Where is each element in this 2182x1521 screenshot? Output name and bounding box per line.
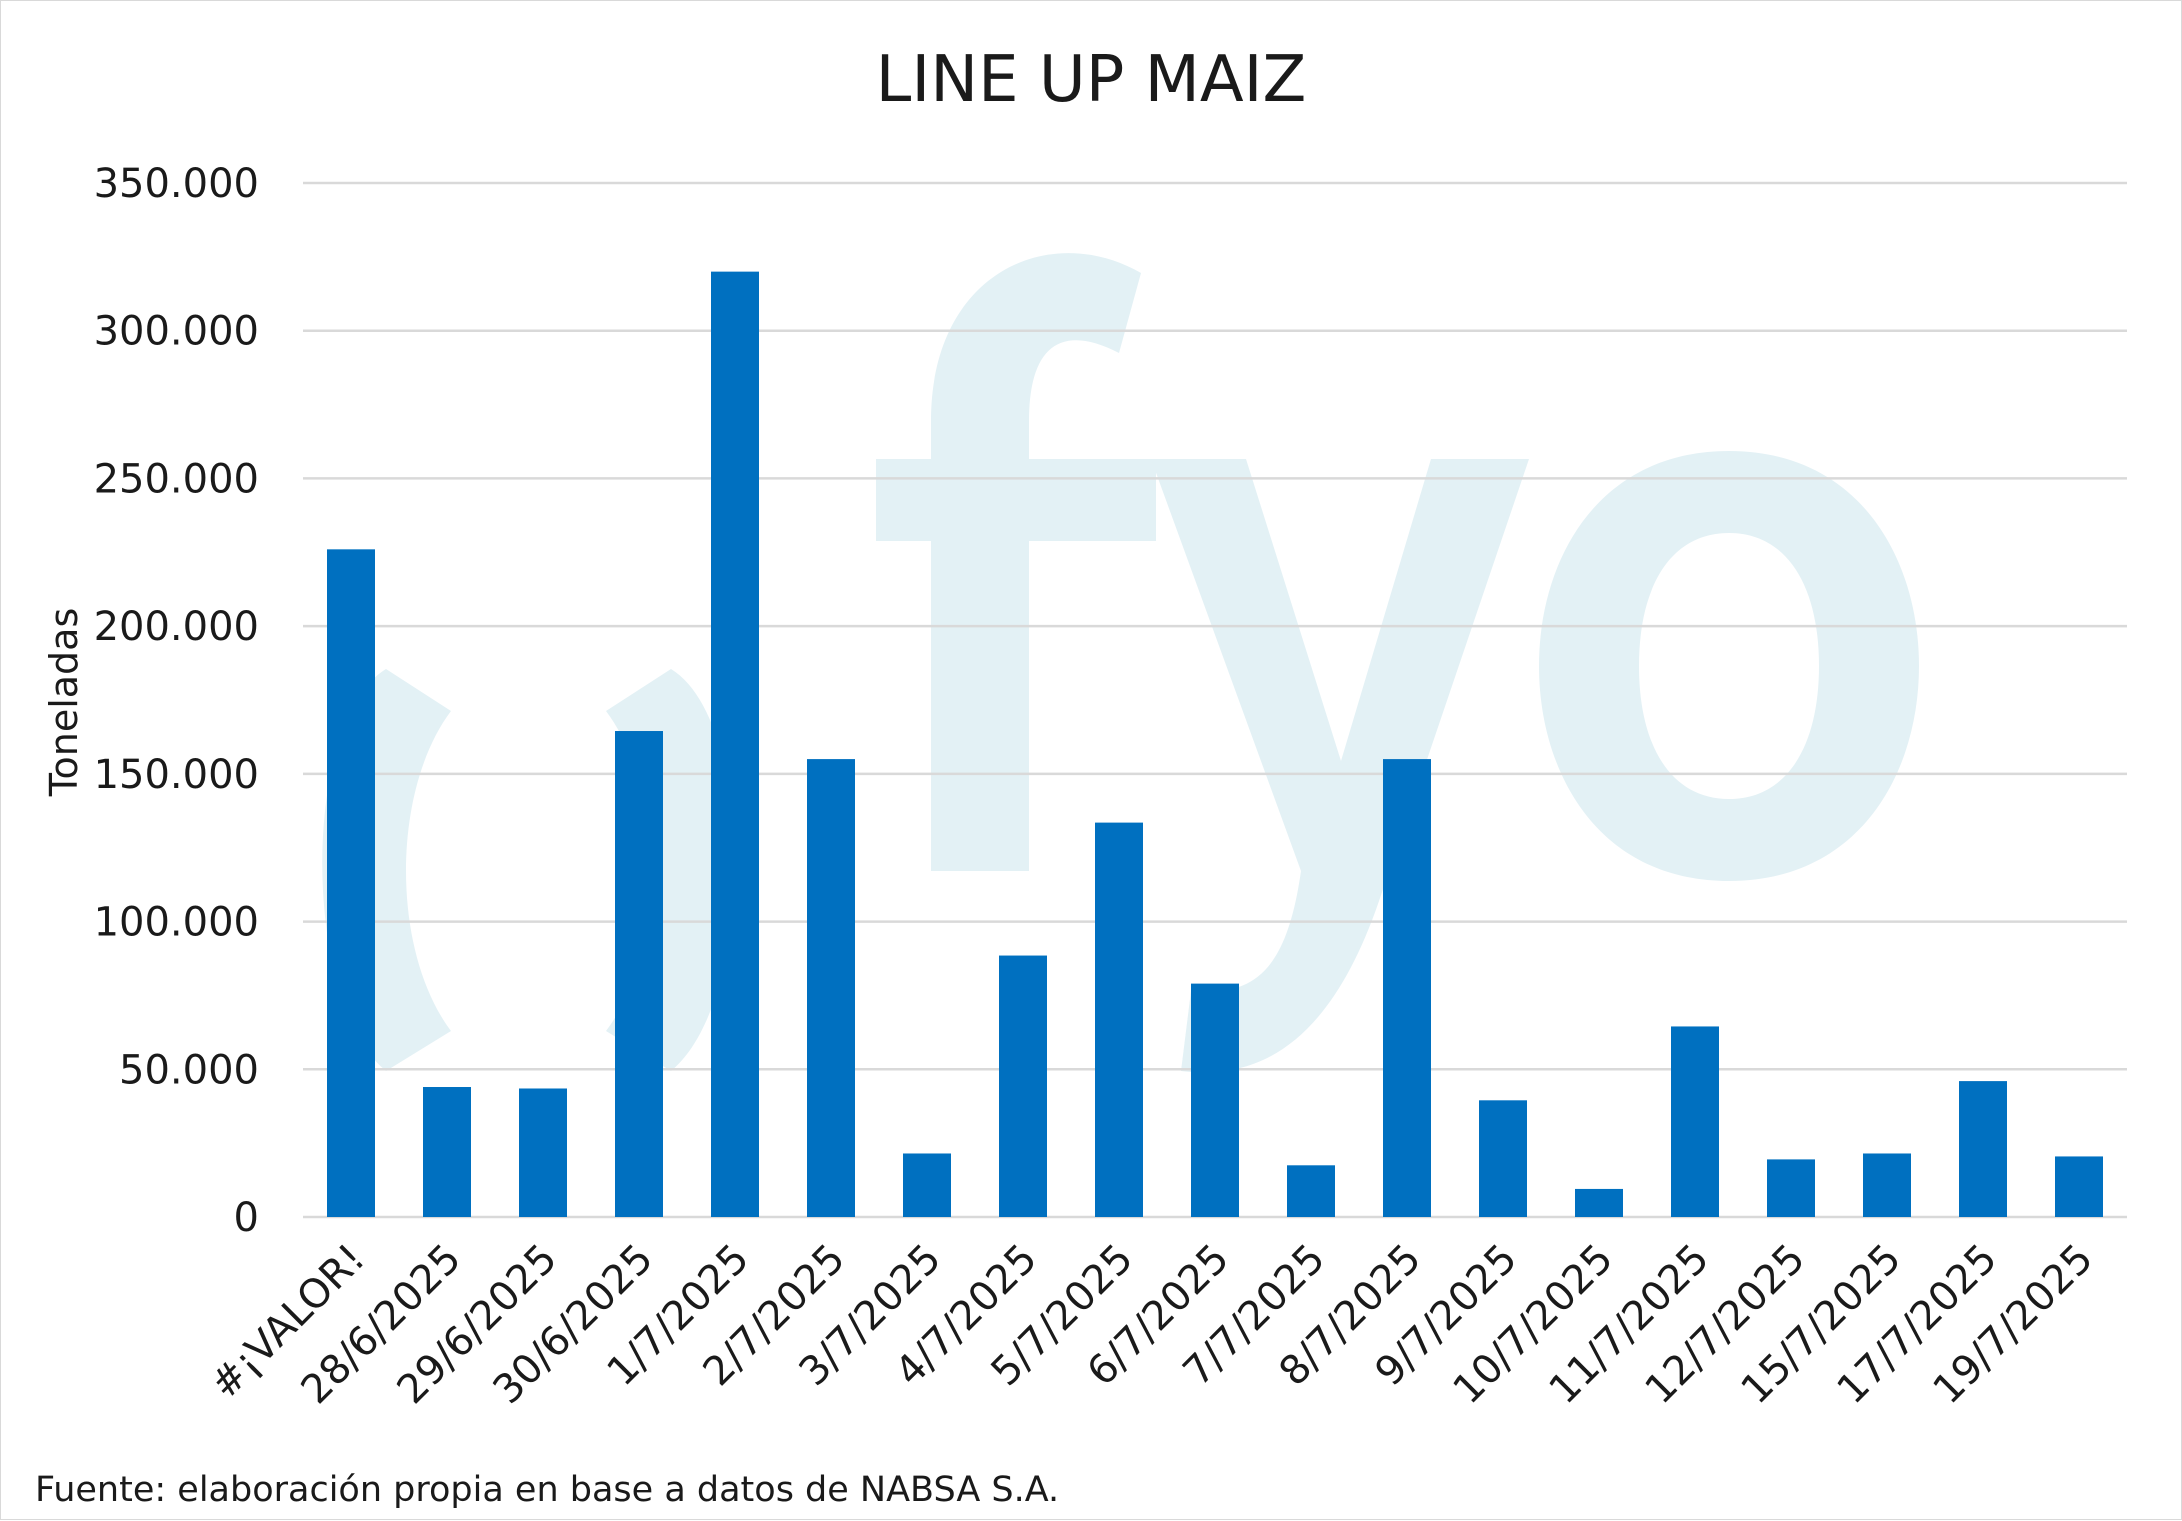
bar (1191, 983, 1239, 1217)
bar (999, 955, 1047, 1217)
y-tick-label: 250.000 (94, 456, 259, 502)
bar-series (327, 271, 2103, 1218)
bar (423, 1087, 471, 1217)
bar (327, 549, 375, 1217)
y-tick-label: 300.000 (94, 309, 259, 355)
bar (711, 271, 759, 1218)
bar (1767, 1159, 1815, 1217)
bar (1383, 759, 1431, 1217)
bar (1095, 822, 1143, 1217)
bar (1959, 1081, 2007, 1217)
y-tick-label: 200.000 (94, 604, 259, 650)
y-tick-label: 350.000 (94, 161, 259, 207)
bar (1671, 1026, 1719, 1217)
y-tick-label: 0 (234, 1195, 259, 1241)
y-tick-label: 100.000 (94, 900, 259, 946)
bar (807, 759, 855, 1217)
bar (2055, 1156, 2103, 1217)
y-axis-label: Toneladas (42, 608, 86, 798)
x-axis-ticks: #¡VALOR!28/6/202529/6/202530/6/20251/7/2… (202, 1236, 2102, 1414)
bar (615, 731, 663, 1217)
bar (903, 1153, 951, 1217)
y-tick-label: 150.000 (94, 752, 259, 798)
bar (1479, 1100, 1527, 1217)
bar (1863, 1153, 1911, 1217)
bar (1287, 1165, 1335, 1217)
y-axis-ticks: 0 50.000 100.000 150.000 200.000 250.000 300.0… (94, 161, 259, 1241)
source-note: Fuente: elaboración propia en base a dat… (35, 1470, 1059, 1510)
y-tick-label: 50.000 (119, 1047, 259, 1093)
bar (1575, 1188, 1623, 1217)
chart-title: LINE UP MAIZ (876, 43, 1307, 117)
bar (519, 1088, 567, 1217)
